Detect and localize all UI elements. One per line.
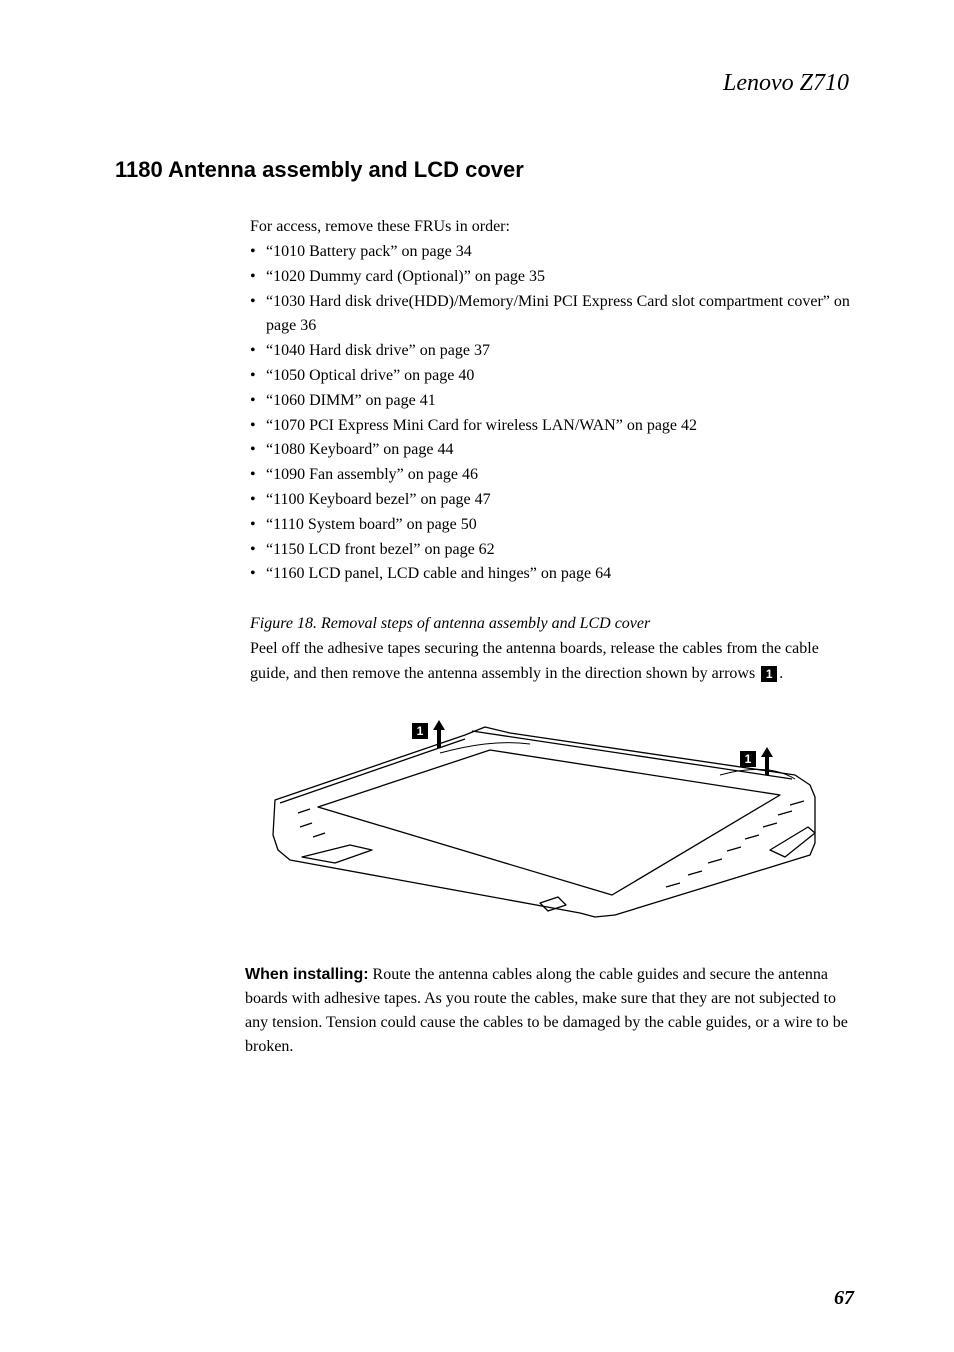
content-block: For access, remove these FRUs in order: …: [250, 218, 854, 1059]
intro-text: For access, remove these FRUs in order:: [250, 218, 854, 236]
callout-marker-icon: 1: [761, 666, 777, 682]
installing-note: When installing: Route the antenna cable…: [245, 963, 854, 1059]
list-item: “1040 Hard disk drive” on page 37: [250, 339, 854, 364]
list-item: “1020 Dummy card (Optional)” on page 35: [250, 265, 854, 290]
list-item: “1070 PCI Express Mini Card for wireless…: [250, 414, 854, 439]
svg-text:1: 1: [745, 752, 752, 766]
list-item: “1060 DIMM” on page 41: [250, 389, 854, 414]
figure-body-pre: Peel off the adhesive tapes securing the…: [250, 640, 819, 682]
list-item: “1030 Hard disk drive(HDD)/Memory/Mini P…: [250, 290, 854, 340]
figure-caption: Figure 18. Removal steps of antenna asse…: [250, 615, 854, 633]
list-item: “1160 LCD panel, LCD cable and hinges” o…: [250, 562, 854, 587]
list-item: “1080 Keyboard” on page 44: [250, 438, 854, 463]
section-heading: 1180 Antenna assembly and LCD cover: [115, 157, 854, 183]
lcd-cover-diagram: 1 1: [240, 705, 854, 925]
installing-label: When installing:: [245, 966, 369, 983]
list-item: “1110 System board” on page 50: [250, 513, 854, 538]
diagram-arrows: [433, 720, 773, 775]
list-item: “1010 Battery pack” on page 34: [250, 240, 854, 265]
product-title: Lenovo Z710: [115, 70, 854, 97]
page-number: 67: [834, 1287, 854, 1310]
list-item: “1090 Fan assembly” on page 46: [250, 463, 854, 488]
fru-bullet-list: “1010 Battery pack” on page 34 “1020 Dum…: [250, 240, 854, 587]
diagram-svg: 1 1: [240, 705, 840, 920]
figure-body: Peel off the adhesive tapes securing the…: [250, 637, 854, 687]
list-item: “1100 Keyboard bezel” on page 47: [250, 488, 854, 513]
diagram-markers: 1 1: [412, 723, 756, 767]
list-item: “1150 LCD front bezel” on page 62: [250, 538, 854, 563]
svg-text:1: 1: [417, 724, 424, 738]
list-item: “1050 Optical drive” on page 40: [250, 364, 854, 389]
figure-body-post: .: [779, 665, 783, 682]
